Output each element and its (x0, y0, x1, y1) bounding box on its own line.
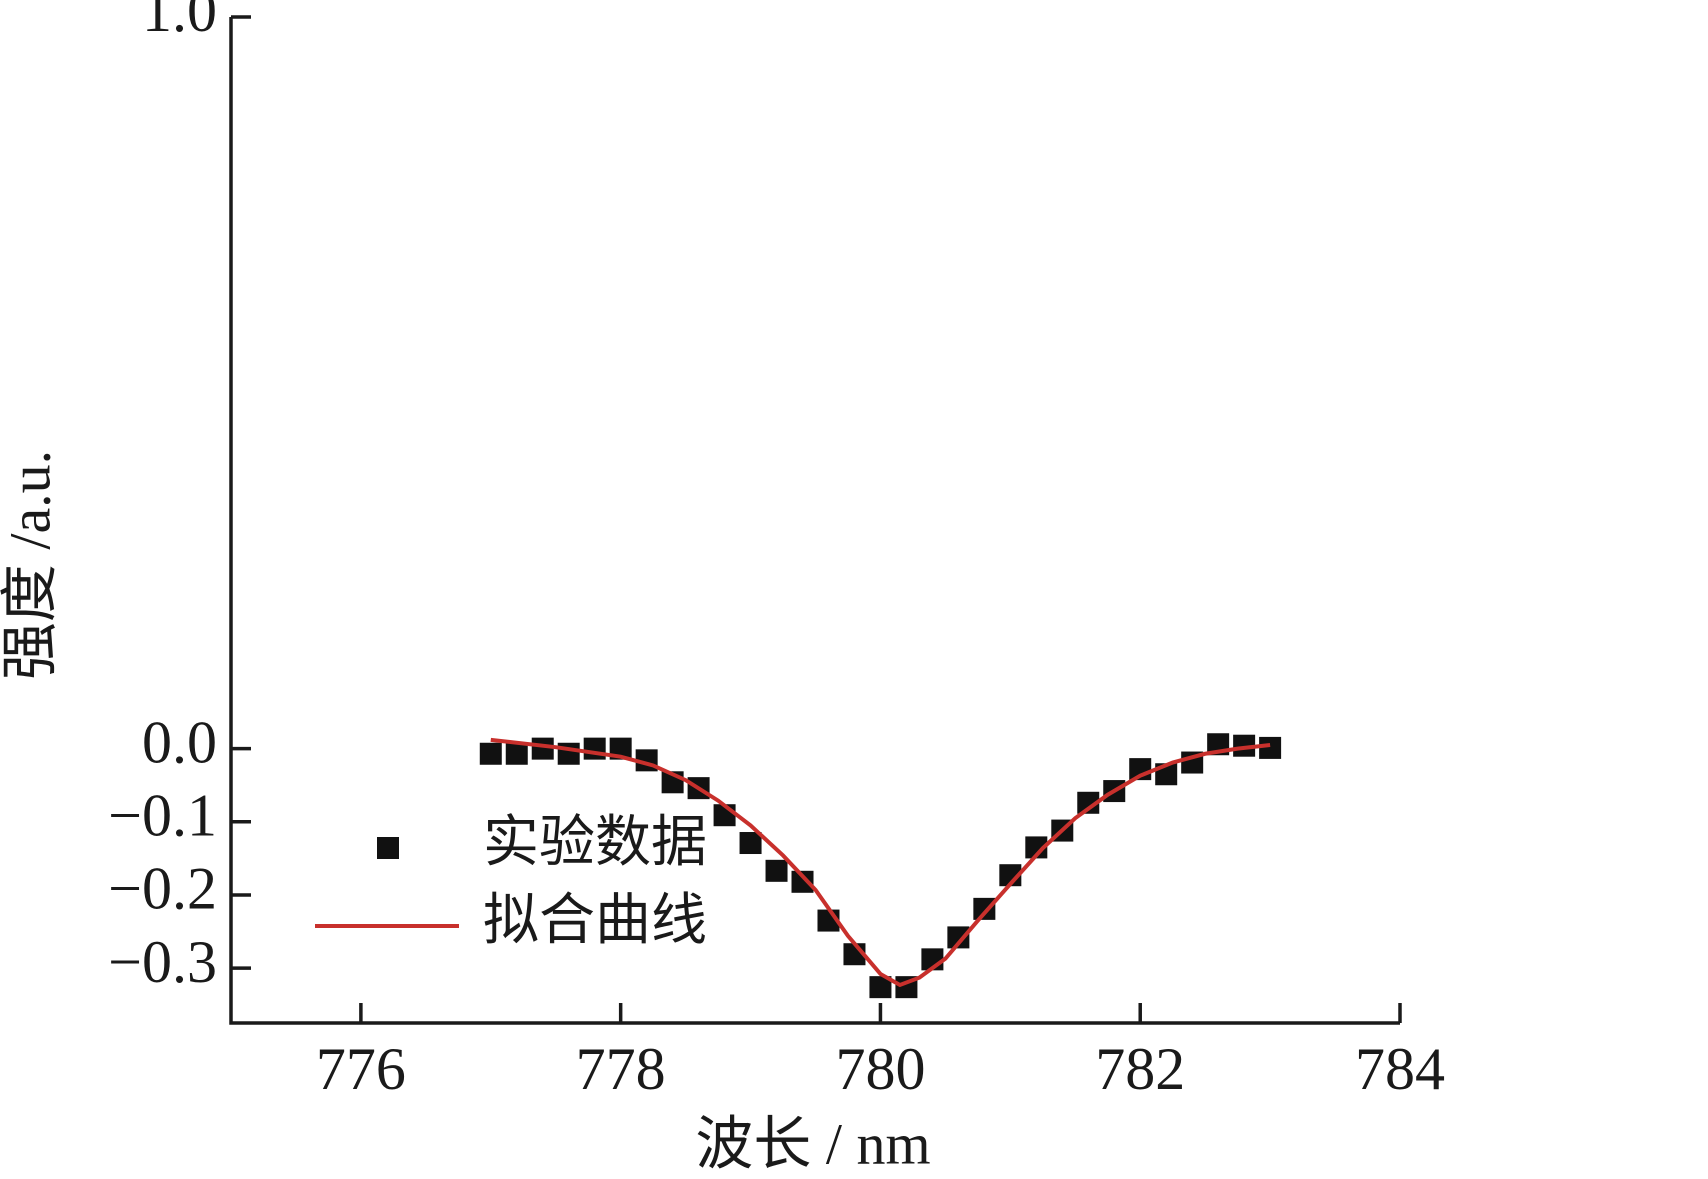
data-point (1025, 836, 1048, 859)
data-point (583, 737, 606, 760)
legend-marker (377, 837, 399, 859)
x-tick-label: 782 (1095, 1036, 1185, 1102)
data-point (973, 897, 996, 920)
data-point (1077, 791, 1100, 814)
data-point (1233, 734, 1256, 757)
y-axis-label: 强度 /a.u. (0, 450, 62, 680)
x-axis-label: 波长 / nm (695, 1111, 930, 1176)
data-point (947, 926, 970, 949)
x-tick-label: 776 (316, 1036, 406, 1102)
data-point (739, 832, 762, 855)
data-point (791, 870, 814, 893)
legend-label: 实验数据 (483, 812, 707, 874)
x-tick-label: 780 (835, 1036, 925, 1102)
y-tick-label: 1.0 (142, 0, 217, 44)
y-tick-label: −0.3 (108, 929, 217, 995)
x-tick-label: 778 (576, 1036, 666, 1102)
data-point (765, 859, 788, 882)
axes (229, 17, 1400, 1025)
data-point (479, 742, 502, 765)
data-point (505, 742, 528, 765)
y-tick-label: −0.1 (108, 783, 217, 849)
fit-line (490, 737, 1271, 988)
data-point (869, 976, 892, 999)
y-tick-label: 0.0 (142, 709, 217, 775)
data-point (1259, 736, 1282, 759)
legend-label: 拟合曲线 (483, 890, 707, 952)
data-point (531, 737, 554, 760)
y-tick-label: −0.2 (108, 856, 217, 922)
x-tick-label: 784 (1355, 1036, 1445, 1102)
